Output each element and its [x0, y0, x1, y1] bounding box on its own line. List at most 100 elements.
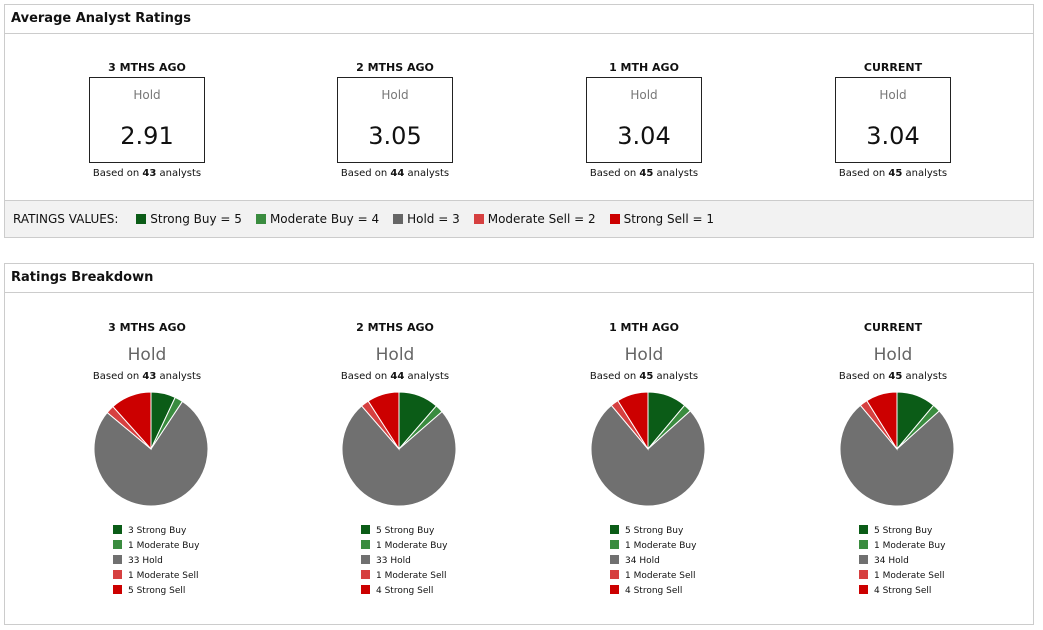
chart-title: 2 MTHS AGO: [356, 321, 434, 334]
analyst-count: Based on 43 analysts: [47, 371, 247, 382]
average-rating-card: 3 MTHS AGO Hold 2.91 Based on 43 analysts: [47, 61, 247, 179]
pie-legend-item: 1 Moderate Buy: [859, 539, 993, 554]
based-on-text: Based on: [838, 168, 889, 179]
rating-text: Hold: [133, 88, 161, 102]
analysts-text: analysts: [902, 371, 948, 382]
analysts-text: analysts: [653, 371, 699, 382]
analysts-text: analysts: [156, 168, 202, 179]
legend-swatch: [610, 555, 619, 564]
pie-slice-strong-sell: [112, 391, 152, 451]
average-rating-card: 2 MTHS AGO Hold 3.05 Based on 44 analysts: [295, 61, 495, 179]
rating-box: Hold 2.91: [89, 77, 205, 163]
count: 43: [142, 168, 157, 179]
legend-label: 5 Strong Buy: [625, 526, 684, 536]
based-on-text: Based on: [340, 168, 391, 179]
analyst-count: Based on 45 analysts: [544, 371, 744, 382]
breakdown-column: CURRENT Hold Based on 45 analysts 5 Stro…: [793, 321, 993, 599]
pie-chart: [839, 391, 955, 507]
average-rating-card: 1 MTH AGO Hold 3.04 Based on 45 analysts: [544, 61, 744, 179]
legend-label: 4 Strong Sell: [874, 586, 932, 596]
legend-label: 34 Hold: [625, 556, 660, 566]
legend-swatch: [113, 525, 122, 534]
legend-swatch: [136, 214, 147, 224]
pie-legend: 3 Strong Buy 1 Moderate Buy 33 Hold 1 Moder…: [113, 524, 247, 599]
legend-swatch: [393, 214, 404, 224]
pie-slice-strong-sell: [367, 391, 400, 451]
rating-value: 2.91: [120, 122, 174, 150]
rating-value: 3.04: [617, 122, 671, 150]
pie-legend-item: 33 Hold: [113, 554, 247, 569]
analysts-text: analysts: [156, 371, 202, 382]
period-label: CURRENT: [863, 61, 923, 74]
pie-legend-item: 5 Strong Sell: [113, 584, 247, 599]
pie-legend-item: 3 Strong Buy: [113, 524, 247, 539]
analyst-count: Based on 45 analysts: [544, 168, 744, 179]
rating-text: Hold: [381, 88, 409, 102]
legend-label: 3 Strong Buy: [128, 526, 187, 536]
legend-label: 33 Hold: [376, 556, 411, 566]
rating-value: 3.05: [368, 122, 422, 150]
analyst-count: Based on 44 analysts: [295, 168, 495, 179]
legend-swatch: [361, 585, 370, 594]
analysts-text: analysts: [653, 168, 699, 179]
count: 45: [639, 168, 654, 179]
pie-slice-hold: [839, 404, 955, 507]
legend-label: 4 Strong Sell: [625, 586, 683, 596]
pie-legend-item: 1 Moderate Sell: [610, 569, 744, 584]
pie-slice-hold: [93, 400, 209, 507]
legend-label: 5 Strong Buy: [376, 526, 435, 536]
count: 45: [888, 371, 903, 382]
legend-swatch: [859, 555, 868, 564]
legend-swatch: [610, 585, 619, 594]
count: 44: [390, 371, 405, 382]
analysts-text: analysts: [404, 371, 450, 382]
breakdown-column: 1 MTH AGO Hold Based on 45 analysts 5 St…: [544, 321, 744, 599]
rating-box: Hold 3.04: [835, 77, 951, 163]
pie-chart: [93, 391, 209, 507]
based-on-text: Based on: [589, 168, 640, 179]
analyst-count: Based on 45 analysts: [793, 168, 993, 179]
legend-label: 33 Hold: [128, 556, 163, 566]
average-ratings-panel: Average Analyst Ratings 3 MTHS AGO Hold 2…: [4, 4, 1034, 238]
legend-label: 5 Strong Buy: [874, 526, 933, 536]
legend-item: Strong Buy = 5: [150, 212, 242, 226]
based-on-text: Based on: [838, 371, 889, 382]
analyst-count: Based on 43 analysts: [47, 168, 247, 179]
average-rating-card: CURRENT Hold 3.04 Based on 45 analysts: [793, 61, 993, 179]
legend-label: 1 Moderate Sell: [128, 571, 199, 581]
pie-slice-strong-sell: [617, 391, 649, 451]
panel-title: Ratings Breakdown: [5, 264, 1033, 293]
legend-swatch: [113, 540, 122, 549]
legend-swatch: [610, 540, 619, 549]
rating-text: Hold: [873, 345, 913, 365]
pie-legend-item: 1 Moderate Sell: [113, 569, 247, 584]
legend-swatch: [361, 555, 370, 564]
legend-swatch: [113, 555, 122, 564]
legend-swatch: [610, 570, 619, 579]
legend-title: RATINGS VALUES:: [13, 212, 119, 226]
legend-item: Strong Sell = 1: [623, 212, 714, 226]
rating-text: Hold: [624, 345, 664, 365]
legend-swatch: [361, 525, 370, 534]
breakdown-column: 2 MTHS AGO Hold Based on 44 analysts 5 S…: [295, 321, 495, 599]
pie-legend: 5 Strong Buy 1 Moderate Buy 33 Hold 1 Moder…: [361, 524, 495, 599]
legend-swatch: [473, 214, 484, 224]
breakdown-column: 3 MTHS AGO Hold Based on 43 analysts 3 S…: [47, 321, 247, 599]
chart-title: CURRENT: [863, 321, 923, 334]
pie-legend-item: 5 Strong Buy: [859, 524, 993, 539]
rating-text: Hold: [879, 88, 907, 102]
rating-text: Hold: [127, 345, 167, 365]
rating-box: Hold 3.04: [586, 77, 702, 163]
legend-item: Hold = 3: [407, 212, 460, 226]
analyst-count: Based on 44 analysts: [295, 371, 495, 382]
legend-swatch: [113, 585, 122, 594]
legend-swatch: [859, 525, 868, 534]
legend-item: Moderate Buy = 4: [269, 212, 380, 226]
pie-slice-hold: [341, 405, 457, 507]
based-on-text: Based on: [340, 371, 391, 382]
legend-swatch: [361, 540, 370, 549]
pie-slice-strong-sell: [866, 391, 898, 451]
chart-title: 1 MTH AGO: [609, 321, 679, 334]
rating-text: Hold: [375, 345, 415, 365]
pie-chart: [590, 391, 706, 507]
